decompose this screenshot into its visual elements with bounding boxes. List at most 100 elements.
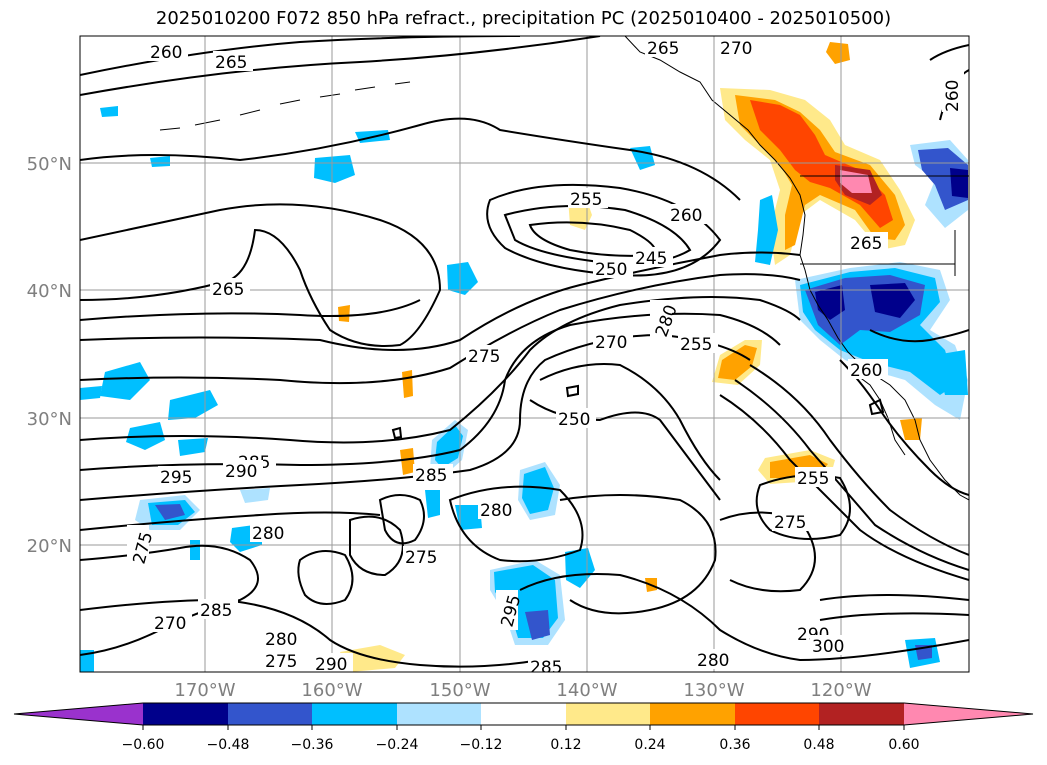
- precip-positive-area: [338, 305, 350, 322]
- coastline-islands: [159, 81, 411, 131]
- contour-line: [749, 364, 969, 556]
- colorbar-segment: [143, 703, 228, 725]
- precip-negative-area: [425, 490, 440, 518]
- contour-label: 280: [252, 524, 284, 544]
- colorbar-tick-label: 0.36: [719, 737, 750, 753]
- longitude-labels: 170°W 160°W 150°W 140°W 130°W 120°W: [174, 680, 871, 701]
- contour-line: [80, 36, 601, 96]
- contour-label: 245: [635, 249, 667, 269]
- contour-line: [80, 203, 442, 347]
- contour-label: 250: [595, 260, 627, 280]
- contour-label: 290: [315, 655, 347, 675]
- contour-label: 260: [670, 206, 702, 226]
- contour-label: 265: [647, 39, 679, 59]
- contour-line: [819, 594, 969, 601]
- precip-negative-area: [525, 610, 550, 640]
- precip-shading: [80, 42, 968, 672]
- contour-line: [869, 329, 969, 343]
- coastline-north-america: [624, 36, 969, 501]
- precip-negative-area: [630, 146, 655, 170]
- contour-line: [297, 550, 354, 605]
- contour-label: 300: [812, 637, 844, 657]
- contour-label: 275: [265, 652, 297, 672]
- contour-line: [80, 36, 521, 76]
- contour-line: [539, 363, 721, 481]
- contour-label: 285: [530, 658, 562, 678]
- lon-label: 140°W: [556, 680, 617, 701]
- lat-label: 30°N: [27, 409, 72, 430]
- colorbar-tick-label: −0.24: [376, 737, 419, 753]
- contour-line: [868, 398, 885, 416]
- contour-line: [80, 511, 381, 531]
- contour-line: [80, 544, 259, 656]
- coastline-baja: [849, 369, 906, 456]
- contour-line: [734, 379, 969, 571]
- contour-label: 270: [720, 39, 752, 59]
- colorbar-segment: [481, 703, 566, 725]
- contour-line: [80, 598, 541, 668]
- contour-label: 275: [774, 513, 806, 533]
- contour-line: [486, 183, 722, 277]
- state-border: [800, 175, 969, 276]
- colorbar-segment: [312, 703, 397, 725]
- contour-label: 270: [595, 333, 627, 353]
- precip-negative-area: [150, 156, 170, 167]
- contour-line: [80, 295, 801, 444]
- contour-line: [391, 426, 403, 440]
- lat-label: 50°N: [27, 154, 72, 175]
- contour-line: [80, 117, 741, 201]
- contour-label: 255: [570, 190, 602, 210]
- contour-label: 265: [212, 280, 244, 300]
- lon-label: 120°W: [810, 680, 871, 701]
- contour-label: 260: [850, 361, 882, 381]
- contour-label: 275: [405, 548, 437, 568]
- colorbar-tick-label: −0.12: [460, 737, 503, 753]
- coastline: [159, 36, 969, 501]
- precip-negative-area: [314, 155, 355, 183]
- contour-line: [559, 494, 717, 615]
- contour-label: 275: [468, 347, 500, 367]
- colorbar-segment: [650, 703, 735, 725]
- precip-positive-area: [718, 345, 757, 380]
- colorbar-tick-label: 0.48: [803, 737, 834, 753]
- contour-label: 280: [265, 630, 297, 650]
- contour-label: 280: [480, 501, 512, 521]
- precip-negative-area: [80, 386, 102, 400]
- contour-line: [839, 359, 969, 496]
- contour-label: 260: [943, 80, 963, 112]
- colorbar-segment: [397, 703, 481, 725]
- lon-label: 160°W: [301, 680, 362, 701]
- contour-label: 295: [160, 468, 192, 488]
- map-frame: [79, 35, 970, 673]
- lon-label: 150°W: [429, 680, 490, 701]
- precip-negative-area: [240, 488, 270, 503]
- contour-line: [80, 251, 801, 351]
- contour-line: [929, 44, 969, 61]
- lat-label: 20°N: [27, 536, 72, 557]
- colorbar-segment: [14, 703, 143, 725]
- contour-line: [80, 299, 421, 321]
- colorbar-tick-label: 0.24: [634, 737, 665, 753]
- precip-negative-area: [155, 504, 185, 520]
- contour-label: 265: [215, 53, 247, 73]
- precip-negative-area: [455, 505, 482, 530]
- precip-positive-area: [826, 42, 850, 64]
- contour-line: [819, 612, 969, 621]
- contour-label: 285: [200, 601, 232, 621]
- contour-label: 250: [558, 410, 590, 430]
- colorbar-segment: [566, 703, 650, 725]
- contour-label: 290: [225, 462, 257, 482]
- colorbar-tick-label: −0.36: [291, 737, 334, 753]
- colorbar-segment: [228, 703, 312, 725]
- contour-line: [448, 485, 584, 563]
- contour-line: [378, 494, 425, 545]
- precip-negative-area: [935, 350, 968, 395]
- contour-line: [565, 384, 579, 398]
- colorbar-tick-label: −0.48: [207, 737, 250, 753]
- precip-negative-area: [190, 540, 200, 560]
- colorbar-segment: [819, 703, 904, 725]
- precip-negative-area: [178, 438, 208, 456]
- contour-label: 260: [150, 43, 182, 63]
- colorbar: −0.60 −0.48 −0.36 −0.24 −0.12 0.12 0.24 …: [13, 702, 1034, 753]
